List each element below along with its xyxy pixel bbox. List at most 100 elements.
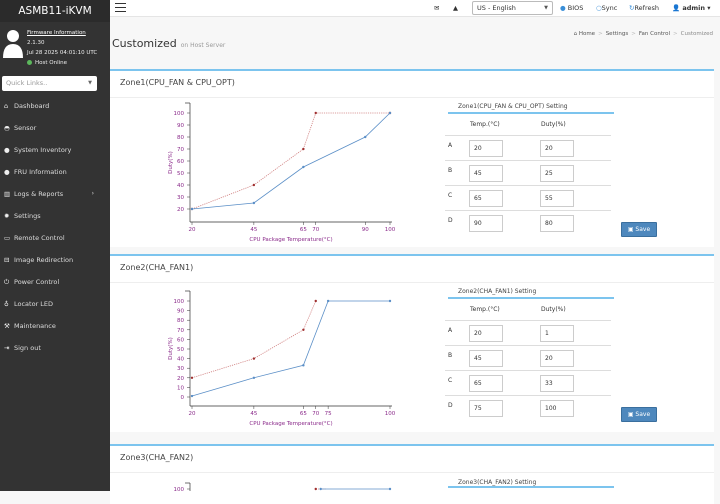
table-row: B 45 20 [445, 345, 611, 370]
breadcrumb-item[interactable]: Settings [605, 31, 629, 37]
save-label: Save [635, 226, 651, 233]
sidebar-item-dashboard[interactable]: ⌂ Dashboard [0, 95, 110, 117]
bios-button[interactable]: ● BIOS [560, 0, 583, 17]
y-tick-label: 100 [174, 487, 185, 491]
page-title: Customized on Host Server [112, 37, 225, 50]
data-point [302, 364, 305, 367]
info-icon: ● [560, 4, 566, 12]
duty-input[interactable]: 1 [540, 325, 574, 342]
duty-input[interactable]: 80 [540, 215, 574, 232]
sidebar-item-sensor[interactable]: ◓ Sensor [0, 117, 110, 139]
table-row: D 90 80 [445, 210, 611, 235]
quick-links-placeholder: Quick Links.. [6, 79, 48, 87]
breadcrumb: ⌂ Home > Settings > Fan Control > Customized [574, 31, 713, 37]
sync-button[interactable]: ○Sync [596, 0, 617, 17]
user-menu[interactable]: 👤 admin ▾ [672, 4, 711, 12]
temp-input[interactable]: 65 [469, 190, 503, 207]
duty-input[interactable]: 33 [540, 375, 574, 392]
sidebar-item-image-redirection[interactable]: ⊟ Image Redirection [0, 249, 110, 271]
gear-icon: ✹ [4, 212, 10, 220]
fan-curve-chart: 0 10 20 30 40 50 60 70 80 90 100 20 45 65 70 75 100 CPU P… [168, 290, 396, 427]
sidebar-item-locator-led[interactable]: ♁ Locator LED [0, 293, 110, 315]
sync-label: Sync [601, 4, 618, 12]
temp-input[interactable]: 20 [469, 140, 503, 157]
y-tick-label: 60 [177, 159, 184, 165]
temp-input[interactable]: 75 [469, 400, 503, 417]
temp-input[interactable]: 90 [469, 215, 503, 232]
breadcrumb-item[interactable]: Home [578, 31, 596, 37]
power-icon: ⏻ [4, 278, 10, 286]
table-row: D 75 100 [445, 395, 611, 420]
menu-toggle-icon[interactable] [115, 3, 126, 12]
temp-input[interactable]: 45 [469, 350, 503, 367]
temp-input[interactable]: 45 [469, 165, 503, 182]
y-tick-label: 100 [174, 299, 185, 305]
wrench-icon: ⚒ [4, 322, 10, 330]
data-point [252, 376, 256, 379]
y-tick-label: 20 [177, 376, 184, 382]
firmware-datetime: Jul 28 2025 04:01:10 UTC [27, 50, 98, 56]
setting-underline [448, 486, 614, 488]
divider [110, 97, 714, 98]
temp-header: Temp.(°C) [470, 121, 500, 128]
table-row: A 20 1 [445, 320, 611, 345]
duty-input[interactable]: 100 [540, 400, 574, 417]
data-point [388, 111, 392, 115]
sidebar-item-label: Remote Control [14, 234, 65, 242]
data-point [252, 183, 256, 187]
chart-icon: ▥ [4, 190, 11, 198]
duty-input[interactable]: 20 [540, 350, 574, 367]
messages-icon[interactable]: ✉ [434, 4, 440, 12]
gauge-icon: ◓ [4, 124, 10, 132]
sidebar-item-logs-reports[interactable]: ▥ Logs & Reports › [0, 183, 110, 205]
firmware-version: 2.1.30 [27, 40, 45, 46]
breadcrumb-item[interactable]: Fan Control [638, 31, 671, 37]
row-label: B [448, 167, 453, 174]
sidebar-item-label: Maintenance [14, 322, 56, 330]
quick-links-select[interactable]: Quick Links.. ▼ [2, 76, 97, 91]
sidebar-item-sign-out[interactable]: ⇥ Sign out [0, 337, 110, 359]
sidebar-item-power-control[interactable]: ⏻ Power Control [0, 271, 110, 293]
zone-title: Zone2(CHA_FAN1) [120, 263, 194, 272]
data-point [319, 487, 322, 491]
duty-input[interactable]: 25 [540, 165, 574, 182]
language-select[interactable]: US - English ▼ [472, 1, 553, 15]
data-point [326, 299, 330, 303]
sidebar-item-remote-control[interactable]: ▭ Remote Control [0, 227, 110, 249]
sidebar-item-label: Power Control [14, 278, 60, 286]
table-row: A 20 20 [445, 135, 611, 160]
firmware-information-link[interactable]: Firmware Information [27, 30, 86, 36]
table-row: B 45 25 [445, 160, 611, 185]
sidebar-item-maintenance[interactable]: ⚒ Maintenance [0, 315, 110, 337]
x-tick-label: 65 [300, 411, 307, 417]
y-tick-label: 80 [177, 135, 184, 141]
sidebar-item-settings[interactable]: ✹ Settings [0, 205, 110, 227]
y-tick-label: 90 [177, 123, 184, 129]
alert-icon[interactable]: ▲ [453, 4, 458, 12]
save-button[interactable]: ▣ Save [621, 407, 657, 422]
refresh-button[interactable]: ↻Refresh [629, 0, 659, 17]
duty-input[interactable]: 20 [540, 140, 574, 157]
zone-panel: Zone1(CPU_FAN & CPU_OPT) Zone1(CPU_FAN & … [110, 69, 714, 247]
save-label: Save [635, 411, 651, 418]
info-icon: ● [4, 146, 10, 154]
info-icon: ● [4, 168, 10, 176]
sidebar-item-fru-information[interactable]: ● FRU Information [0, 161, 110, 183]
user-name: admin [682, 4, 706, 12]
row-label: D [448, 402, 453, 409]
host-status: Host Online [35, 60, 68, 66]
caret-down-icon: ▼ [88, 80, 92, 86]
sidebar-item-system-inventory[interactable]: ● System Inventory [0, 139, 110, 161]
brand-title: ASMB11-iKVM [0, 0, 110, 22]
sidebar-item-label: System Inventory [14, 146, 72, 154]
temp-input[interactable]: 65 [469, 375, 503, 392]
row-label: C [448, 377, 453, 384]
refresh-icon: ↻ [629, 4, 635, 12]
temp-input[interactable]: 20 [469, 325, 503, 342]
duty-input[interactable]: 55 [540, 190, 574, 207]
series-line-dotted [191, 300, 317, 379]
y-tick-label: 0 [181, 395, 185, 401]
x-tick-label: 100 [385, 227, 396, 233]
save-button[interactable]: ▣ Save [621, 222, 657, 237]
zone-title: Zone1(CPU_FAN & CPU_OPT) [120, 78, 235, 87]
